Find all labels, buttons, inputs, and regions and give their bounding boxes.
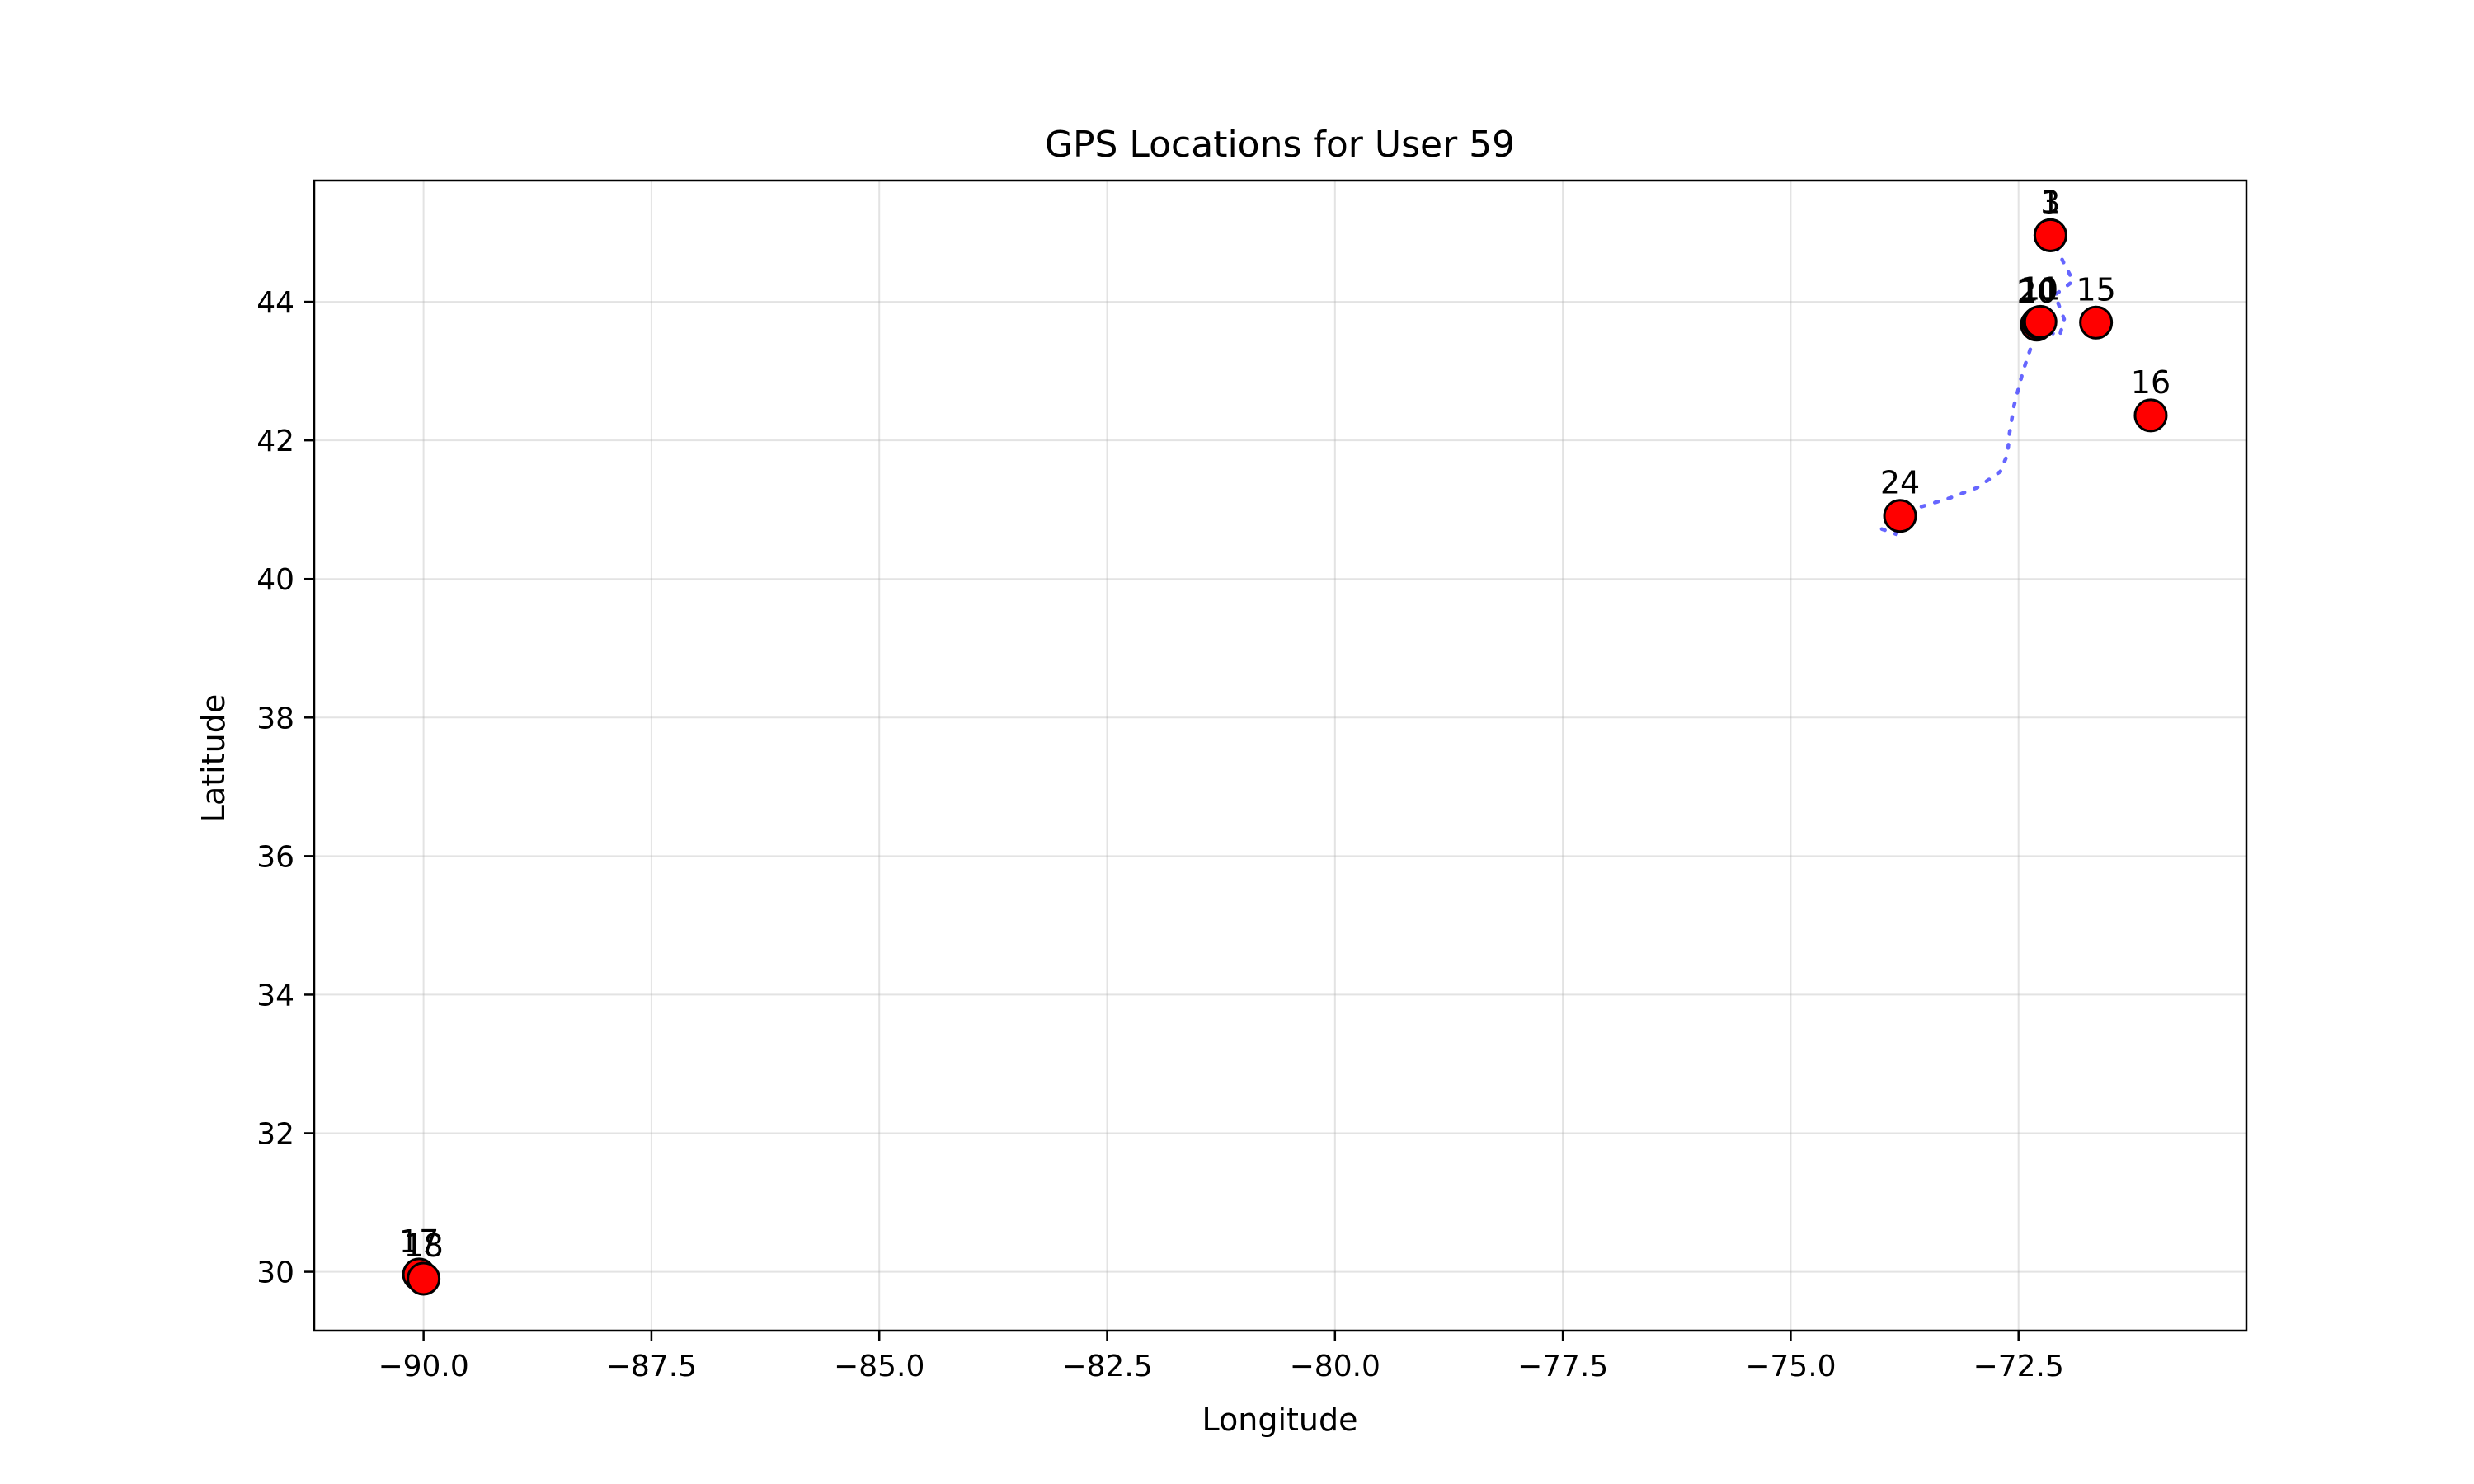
x-tick-label: −75.0 xyxy=(1745,1350,1836,1383)
y-tick-label: 40 xyxy=(256,563,294,597)
gps-point-label: 3 xyxy=(2040,184,2060,220)
y-tick-label: 34 xyxy=(256,979,294,1012)
gps-point-marker xyxy=(2133,398,2168,433)
y-tick-label: 32 xyxy=(256,1117,294,1151)
gps-point-label: 17 xyxy=(399,1223,439,1260)
travel-path-line xyxy=(1879,233,2076,537)
gps-point-label: 24 xyxy=(1880,465,1920,501)
x-tick-label: −90.0 xyxy=(378,1350,468,1383)
gps-point-marker xyxy=(1883,499,1917,533)
y-axis-label: Latitude xyxy=(195,694,232,823)
gps-point-marker xyxy=(407,1261,441,1296)
gps-point-marker xyxy=(2079,305,2114,340)
gps-point-marker xyxy=(2023,304,2058,339)
chart-title: GPS Locations for User 59 xyxy=(1045,124,1515,166)
gps-points xyxy=(402,218,2168,1296)
x-tick-label: −77.5 xyxy=(1517,1350,1608,1383)
y-tick-label: 44 xyxy=(256,286,294,320)
x-tick-label: −80.0 xyxy=(1290,1350,1380,1383)
y-tick-label: 42 xyxy=(256,425,294,458)
plot-frame xyxy=(313,179,2248,1332)
gps-point-label: 16 xyxy=(2131,364,2171,401)
x-tick-label: −72.5 xyxy=(1973,1350,2064,1383)
x-tick-label: −85.0 xyxy=(834,1350,924,1383)
gps-point-label: 10 xyxy=(2019,271,2058,308)
y-tick-label: 38 xyxy=(256,702,294,735)
y-tick-label: 30 xyxy=(256,1256,294,1290)
grid xyxy=(314,181,2246,1331)
gps-point-label: 18 xyxy=(403,1228,443,1264)
x-axis-ticks: −90.0 −87.5 −85.0 −82.5 −80.0 −77.5 −75.0 −72.5 xyxy=(378,1331,2064,1383)
travel-path xyxy=(1879,233,2076,537)
x-tick-label: −87.5 xyxy=(606,1350,697,1383)
gps-point-label: 20 xyxy=(2017,274,2057,310)
gps-point-label: 11 xyxy=(2020,270,2060,307)
y-tick-label: 36 xyxy=(256,840,294,874)
x-axis-label: Longitude xyxy=(1202,1402,1358,1438)
gps-point-marker xyxy=(2033,218,2067,252)
x-tick-label: −82.5 xyxy=(1061,1350,1152,1383)
y-axis-ticks: 30 32 34 36 38 40 42 44 xyxy=(256,286,314,1290)
gps-point-label: 1 xyxy=(2040,184,2060,220)
gps-point-label: 15 xyxy=(2076,271,2115,308)
